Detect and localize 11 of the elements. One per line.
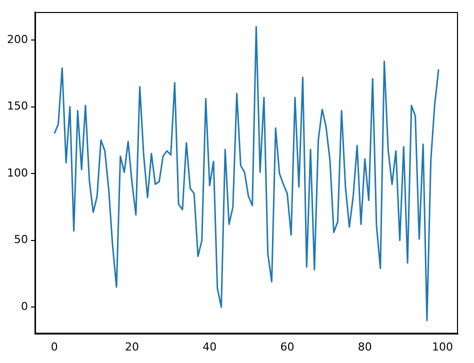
x-tick-label: 20 xyxy=(125,340,140,354)
x-tick-label: 60 xyxy=(280,340,294,354)
x-tick-label: 100 xyxy=(432,340,453,354)
y-tick-label: 150 xyxy=(6,100,28,113)
y-tick-label: 50 xyxy=(14,233,28,246)
y-tick-label: 100 xyxy=(6,166,28,180)
y-tick-label: 0 xyxy=(20,300,28,313)
x-tick-label: 40 xyxy=(202,340,217,354)
x-tick-label: 80 xyxy=(358,340,372,354)
x-tick-label: 0 xyxy=(50,340,58,354)
y-tick-label: 200 xyxy=(6,32,28,46)
